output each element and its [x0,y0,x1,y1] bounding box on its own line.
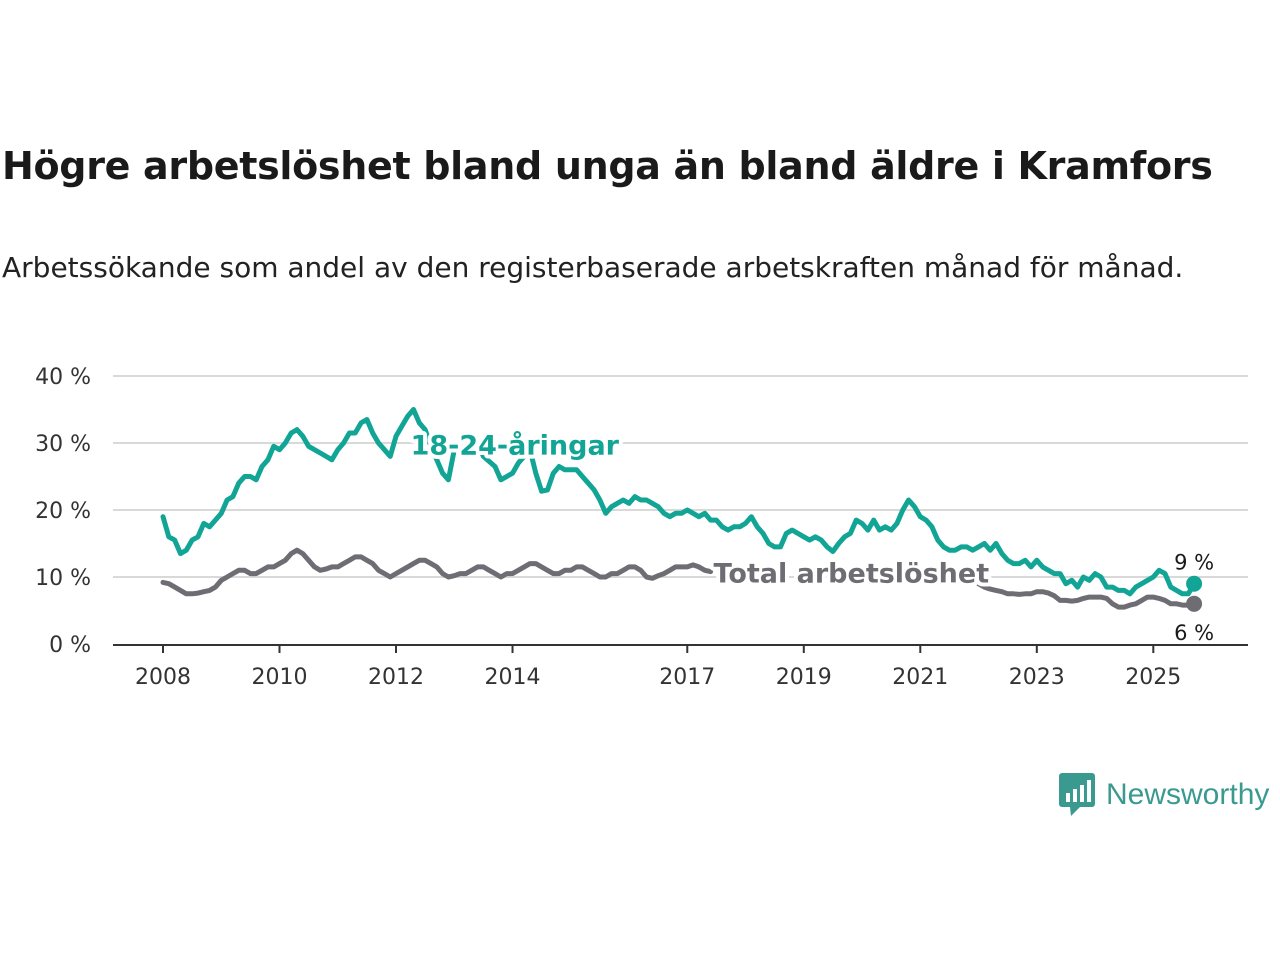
series-label-halo: Total arbetslöshet [713,558,989,589]
x-tick-label: 2021 [892,665,948,690]
x-tick-label: 2025 [1125,665,1181,690]
brand-logo: Newsworthy [1058,772,1269,818]
x-tick-label: 2010 [252,665,308,690]
y-tick-label: 20 % [35,499,91,524]
newsworthy-logo-icon [1059,773,1095,816]
end-point-youth [1186,575,1203,592]
chart-title: Högre arbetslöshet bland unga än bland ä… [2,144,1213,188]
y-axis: 0 % 10 % 20 % 30 % 40 % [35,365,91,658]
series-line-youth [160,407,1197,597]
x-tick-label: 2012 [368,665,424,690]
series-line-total [160,547,714,597]
chart-subtitle: Arbetssökande som andel av den registerb… [2,251,1184,284]
series-line-total [976,581,1197,610]
grid [113,375,1248,578]
brand-name: Newsworthy [1106,778,1270,811]
end-label-total: 6 % [1174,621,1214,645]
y-tick-label: 40 % [35,365,91,390]
series-label-youth: 18-24-åringar [411,429,620,461]
line-chart: 0 % 10 % 20 % 30 % 40 % 2008 2010 2012 2014 2017… [35,365,1248,690]
series-lines [160,407,1203,612]
x-tick-label: 2014 [485,665,541,690]
end-label-youth: 9 % [1174,551,1214,575]
x-tick-label: 2019 [776,665,832,690]
x-tick-label: 2017 [659,665,715,690]
x-tick-label: 2023 [1009,665,1065,690]
y-tick-label: 0 % [49,633,91,658]
x-axis: 2008 2010 2012 2014 2017 2019 2021 2023 2025 [113,644,1248,690]
series-label-halo: 18-24-åringar [411,429,620,461]
y-tick-label: 30 % [35,432,91,457]
x-tick-label: 2008 [135,665,191,690]
series-label-total: Total arbetslöshet [713,558,989,589]
end-point-total [1186,595,1203,612]
y-tick-label: 10 % [35,566,91,591]
